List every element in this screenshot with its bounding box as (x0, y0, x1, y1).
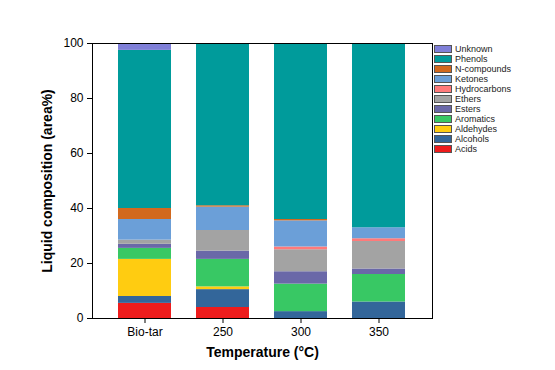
svg-text:0: 0 (77, 311, 84, 325)
svg-text:Temperature (°C): Temperature (°C) (206, 344, 319, 360)
svg-text:Liquid composition (area%): Liquid composition (area%) (39, 89, 55, 273)
html-text:Ketones: Ketones (455, 74, 488, 84)
svg-text:300: 300 (291, 325, 311, 339)
html-text:Hydrocarbons: Hydrocarbons (455, 84, 511, 94)
html-text:Ethers: Ethers (455, 94, 481, 104)
html-text:Esters: Esters (455, 104, 481, 114)
html-text:Unknown: Unknown (455, 44, 493, 54)
html-text:Aldehydes: Aldehydes (455, 124, 497, 134)
html-text:Alcohols: Alcohols (455, 134, 489, 144)
svg-text:40: 40 (70, 201, 84, 215)
html-text:N-compounds: N-compounds (455, 64, 511, 74)
svg-text:20: 20 (70, 256, 84, 270)
svg-text:350: 350 (369, 325, 389, 339)
html-text:Aromatics: Aromatics (455, 114, 495, 124)
svg-text:Bio-tar: Bio-tar (127, 325, 162, 339)
svg-text:60: 60 (70, 146, 84, 160)
svg-text:250: 250 (213, 325, 233, 339)
svg-text:100: 100 (63, 36, 83, 50)
html-text:Phenols: Phenols (455, 54, 488, 64)
svg-text:80: 80 (70, 91, 84, 105)
html-text:Acids: Acids (455, 144, 477, 154)
